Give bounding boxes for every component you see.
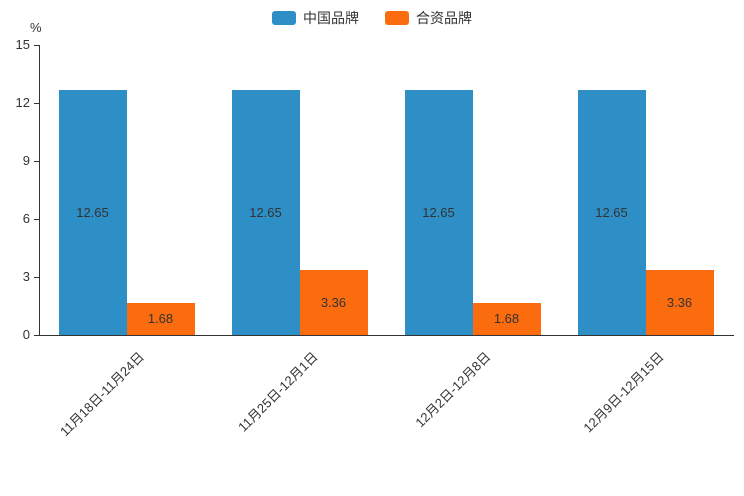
y-axis-tick <box>34 103 39 104</box>
legend-marker-icon <box>272 11 296 25</box>
y-axis-tick <box>34 161 39 162</box>
y-axis-tick <box>34 45 39 46</box>
y-axis-tick-label: 6 <box>22 211 30 226</box>
x-axis-line <box>36 335 734 336</box>
legend-label: 中国品牌 <box>303 10 359 26</box>
y-axis-tick-label: 0 <box>22 327 30 342</box>
legend-item-1[interactable]: 合资品牌 <box>385 8 472 28</box>
y-axis-line <box>39 45 40 335</box>
legend-label: 合资品牌 <box>416 10 472 26</box>
bar-value-label: 12.65 <box>76 205 109 221</box>
y-axis-tick-label: 15 <box>15 37 30 52</box>
bar-合资品牌-3[interactable]: 3.36 <box>645 270 714 335</box>
x-axis-category-label: 11月25日-12月1日 <box>234 349 321 435</box>
bar-value-label: 3.36 <box>320 295 347 310</box>
bar-中国品牌-1[interactable]: 12.65 <box>231 90 300 335</box>
bar-合资品牌-0[interactable]: 1.68 <box>126 302 195 335</box>
bar-中国品牌-0[interactable]: 12.65 <box>58 90 127 335</box>
bar-value-label: 1.68 <box>493 311 520 327</box>
y-axis-tick-label: 3 <box>22 269 30 284</box>
y-axis-tick-label: 9 <box>22 153 30 168</box>
chart-legend: 中国品牌 合资品牌 <box>0 8 744 28</box>
x-axis-category-label: 12月9日-12月15日 <box>579 349 667 436</box>
y-axis-tick <box>34 335 39 336</box>
x-axis-category-label: 11月18日-11月24日 <box>57 349 148 440</box>
bar-value-label: 3.36 <box>666 295 693 310</box>
x-axis-category-label: 12月2日-12月8日 <box>412 349 494 431</box>
y-axis-tick-label: 12 <box>15 95 30 110</box>
bar-合资品牌-2[interactable]: 1.68 <box>472 302 541 335</box>
y-axis-tick <box>34 277 39 278</box>
y-axis-unit-label: % <box>30 20 42 35</box>
bar-合资品牌-1[interactable]: 3.36 <box>299 270 368 335</box>
bar-value-label: 12.65 <box>595 205 628 221</box>
bar-中国品牌-3[interactable]: 12.65 <box>577 90 646 335</box>
y-axis-tick <box>34 219 39 220</box>
legend-marker-icon <box>385 11 409 25</box>
bar-value-label: 12.65 <box>422 205 455 221</box>
bar-value-label: 1.68 <box>147 311 174 327</box>
bar-中国品牌-2[interactable]: 12.65 <box>404 90 473 335</box>
legend-item-0[interactable]: 中国品牌 <box>272 8 359 28</box>
bar-value-label: 12.65 <box>249 205 282 221</box>
